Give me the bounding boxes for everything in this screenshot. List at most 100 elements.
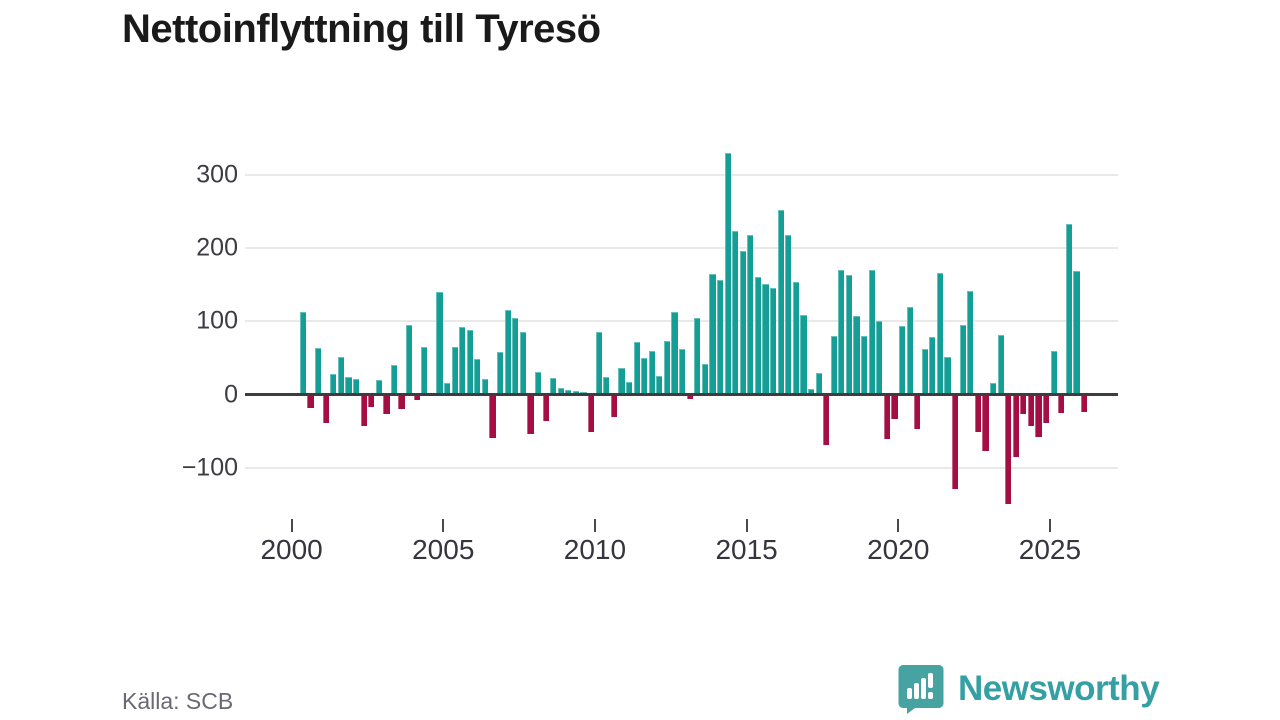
bar-2020-K1	[898, 325, 906, 395]
bar-2013-K3	[701, 363, 708, 395]
bar-2006-K3	[489, 394, 496, 438]
bar-2016-K1	[777, 209, 784, 395]
bar-2014-K3	[732, 231, 739, 395]
bar-2004-K2	[421, 347, 428, 395]
bar-2022-K2	[967, 291, 974, 395]
bar-2009-K1	[565, 389, 572, 395]
y-axis-tick-label: 200	[196, 233, 238, 262]
bar-2019-K3	[883, 394, 890, 440]
y-axis-tick-label: 300	[196, 160, 238, 189]
bar-2022-K3	[974, 394, 981, 433]
bar-2017-K4	[830, 336, 837, 395]
bar-2019-K1	[868, 269, 875, 395]
bar-2009-K4	[588, 394, 595, 433]
bar-2017-K2	[815, 372, 822, 395]
bar-2018-K4	[861, 336, 868, 395]
bar-2025-K3	[1065, 224, 1072, 395]
bar-2013-K2	[694, 318, 701, 395]
x-axis-tick-2000	[290, 519, 293, 532]
x-axis-tick-2025	[1048, 519, 1051, 532]
bar-2012-K3	[671, 311, 678, 395]
bar-2011-K4	[648, 351, 655, 395]
bar-2018-K3	[853, 316, 860, 395]
newsworthy-wordmark: Newsworthy	[958, 669, 1160, 708]
bar-2015-K4	[770, 288, 777, 395]
bar-2020-K3	[914, 394, 921, 430]
bar-2021-K2	[936, 272, 944, 395]
bar-2005-K2	[451, 347, 458, 395]
x-axis-tick-label-2005: 2005	[412, 534, 475, 565]
bar-2023-K4	[1012, 394, 1019, 458]
bar-2006-K2	[481, 378, 489, 395]
bar-2019-K4	[891, 394, 898, 419]
bar-2024-K4	[1043, 394, 1050, 423]
x-axis-tick-label-2015: 2015	[715, 534, 778, 565]
bar-2012-K2	[663, 341, 671, 395]
bar-2014-K1	[716, 279, 724, 395]
bar-2010-K4	[618, 367, 625, 395]
bar-2002-K3	[368, 394, 375, 408]
gridline-300	[245, 173, 1118, 176]
bar-2015-K1	[747, 234, 754, 395]
bar-2016-K2	[785, 235, 792, 395]
bar-2010-K3	[610, 394, 617, 418]
bar-2018-K1	[838, 269, 845, 395]
bar-2023-K3	[1005, 394, 1012, 504]
x-axis-tick-2020	[897, 519, 900, 532]
bar-2016-K3	[792, 281, 799, 395]
newsworthy-speech-bubble-bar-chart-icon	[898, 665, 944, 714]
bar-2011-K2	[633, 341, 640, 395]
bar-2001-K3	[337, 356, 344, 395]
x-axis-tick-2005	[442, 519, 445, 532]
bar-2002-K4	[375, 380, 382, 395]
bar-2001-K2	[330, 374, 337, 395]
x-axis-zero-line	[245, 393, 1118, 397]
source-note: Källa: SCB	[122, 688, 234, 714]
bar-2022-K1	[959, 324, 966, 395]
bar-2008-K1	[534, 371, 542, 395]
bar-2023-K2	[997, 334, 1004, 395]
bar-2023-K1	[989, 382, 997, 395]
bar-2002-K1	[352, 378, 360, 395]
bar-2003-K1	[383, 394, 390, 415]
bar-2016-K4	[800, 315, 807, 395]
bar-2000-K4	[315, 348, 322, 395]
bar-2007-K4	[527, 394, 534, 434]
bar-2024-K3	[1035, 394, 1042, 438]
bar-2017-K1	[807, 388, 815, 395]
bar-2009-K2	[572, 391, 580, 395]
bar-2012-K1	[656, 375, 663, 395]
bar-2000-K2	[299, 311, 307, 395]
bar-2001-K4	[345, 377, 352, 395]
bar-2013-K4	[709, 273, 716, 395]
bar-2003-K3	[398, 394, 405, 410]
x-axis-tick-2015	[745, 519, 748, 532]
bar-2010-K1	[595, 331, 602, 395]
bar-2004-K1	[413, 394, 420, 400]
x-axis-tick-label-2000: 2000	[260, 534, 323, 565]
bar-2005-K3	[459, 327, 466, 395]
bar-2015-K2	[754, 276, 762, 395]
x-axis-tick-label-2010: 2010	[563, 534, 627, 565]
bar-2003-K4	[406, 324, 413, 395]
bar-2002-K2	[360, 394, 367, 426]
bar-2001-K1	[322, 394, 329, 424]
bar-2017-K3	[823, 394, 830, 445]
bar-2014-K2	[724, 152, 731, 395]
bar-2006-K4	[497, 352, 504, 395]
y-axis-tick-label: −100	[181, 453, 238, 482]
newsworthy-logo: Newsworthy	[898, 664, 1160, 714]
bar-2000-K3	[307, 394, 314, 408]
bar-2005-K4	[466, 330, 473, 395]
bar-2021-K1	[929, 337, 936, 395]
bar-2011-K1	[625, 382, 633, 395]
bar-2005-K1	[443, 382, 451, 395]
bar-2014-K4	[739, 250, 746, 395]
bar-2008-K4	[557, 388, 564, 395]
gridline-200	[245, 246, 1118, 249]
bar-2021-K4	[952, 394, 959, 490]
bar-2003-K2	[390, 365, 398, 395]
bar-2021-K3	[944, 357, 951, 395]
bar-2004-K4	[436, 291, 443, 395]
